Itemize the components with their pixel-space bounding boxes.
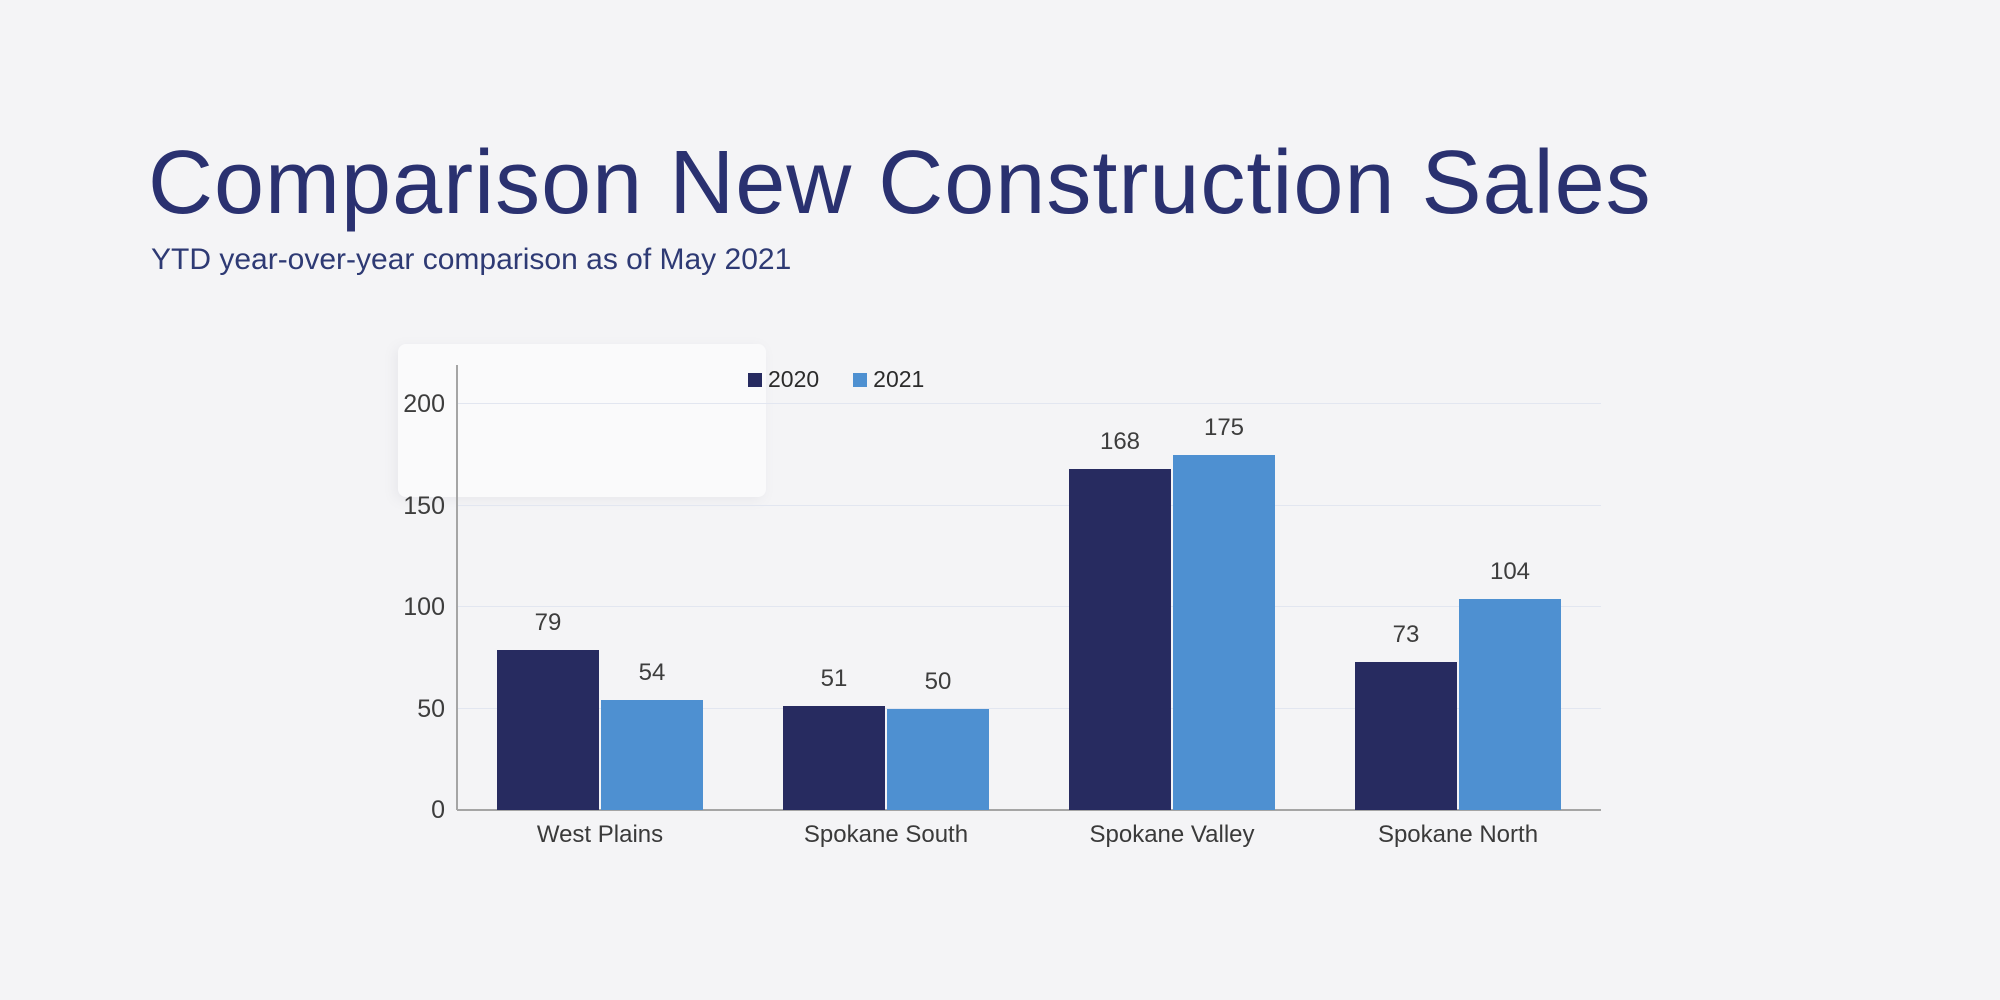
legend-swatch-icon	[853, 372, 868, 387]
x-axis-line	[457, 809, 1601, 811]
bar-value-label: 104	[1489, 558, 1531, 585]
bar-value-label: 175	[1203, 414, 1245, 441]
legend-entry-2021: 2021	[853, 366, 924, 393]
category-label: West Plains	[536, 821, 664, 848]
background-panel	[398, 344, 766, 497]
page-title: Comparison New Construction Sales	[148, 133, 1652, 233]
y-tick-label: 150	[403, 491, 445, 520]
bar-2021-spokane-north	[1459, 599, 1561, 810]
category-label: Spokane South	[803, 821, 969, 848]
bar-value-label: 79	[534, 609, 562, 636]
category-label: Spokane North	[1377, 821, 1539, 848]
legend-label: 2020	[768, 366, 820, 392]
legend-swatch-icon	[748, 372, 762, 387]
bar-2020-west-plains	[497, 650, 599, 810]
legend-label: 2021	[873, 366, 925, 392]
gridline	[457, 606, 1601, 607]
y-tick-label: 0	[431, 796, 445, 824]
page-subtitle: YTD year-over-year comparison as of May …	[151, 243, 792, 276]
bar-2021-spokane-valley	[1173, 455, 1275, 810]
y-tick-label: 50	[417, 694, 445, 723]
category-label: Spokane Valley	[1089, 821, 1255, 848]
bar-value-label: 51	[820, 665, 848, 692]
gridline	[457, 707, 1601, 709]
chart-legend: 2020 2021	[748, 366, 924, 393]
gridline	[457, 403, 1601, 404]
bar-2021-west-plains	[601, 700, 703, 810]
legend-entry-2020: 2020	[748, 366, 819, 393]
y-tick-label: 200	[403, 390, 445, 418]
y-axis-line	[456, 365, 458, 810]
bar-2020-spokane-valley	[1069, 469, 1171, 810]
bar-value-label: 73	[1392, 621, 1420, 648]
bar-2020-spokane-south	[783, 706, 885, 810]
bar-2021-spokane-south	[887, 709, 989, 810]
bar-2020-spokane-north	[1355, 662, 1457, 810]
gridline	[457, 504, 1601, 506]
y-tick-label: 100	[403, 593, 445, 621]
bar-value-label: 168	[1099, 428, 1141, 455]
bar-value-label: 50	[924, 668, 952, 695]
bar-value-label: 54	[638, 659, 666, 686]
